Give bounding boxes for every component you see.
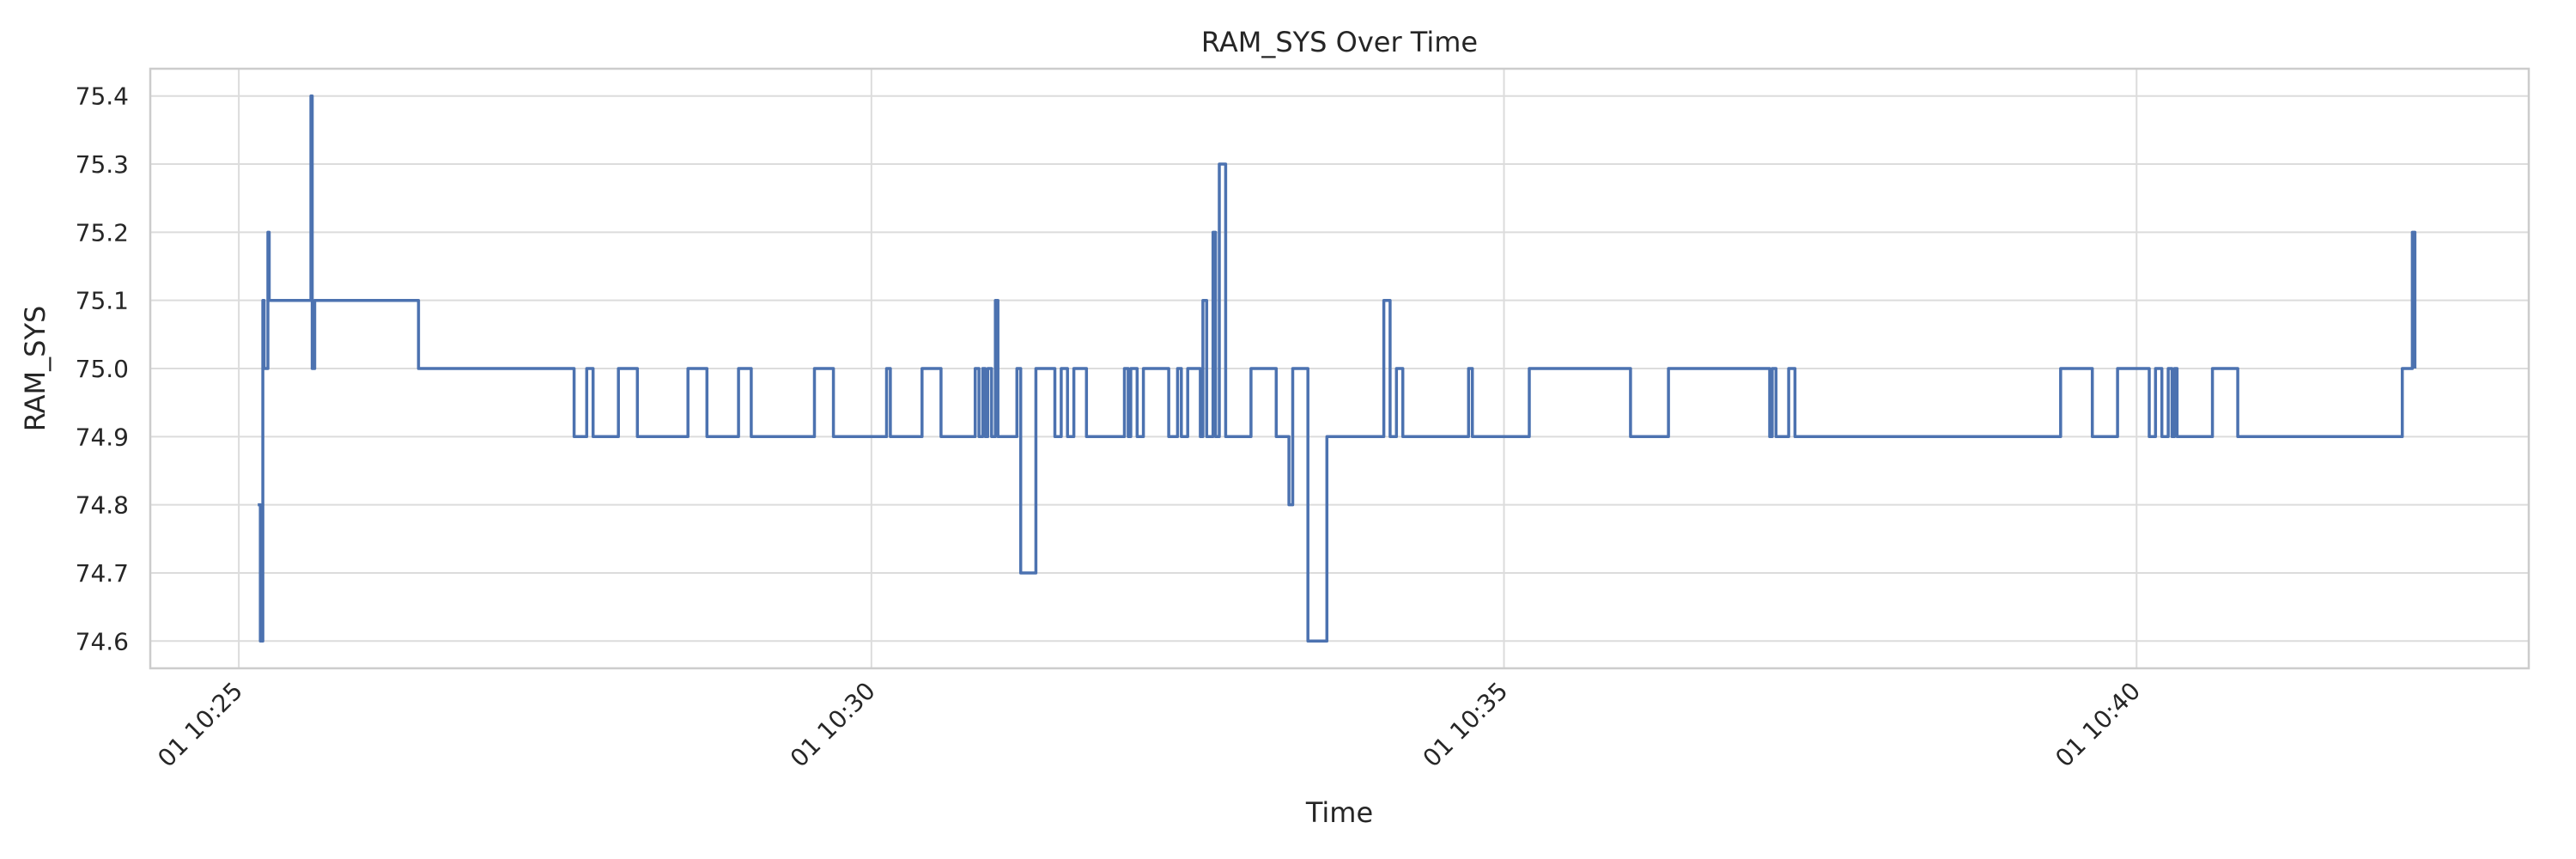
x-tick-label: 01 10:25 (152, 677, 248, 773)
y-tick-label: 74.7 (76, 559, 129, 588)
y-tick-label: 74.8 (76, 491, 129, 520)
y-tick-label: 75.1 (76, 287, 129, 315)
x-tick-label: 01 10:35 (1418, 677, 1514, 773)
y-tick-label: 75.4 (76, 82, 129, 111)
x-tick-label: 01 10:40 (2050, 677, 2146, 773)
chart-title: RAM_SYS Over Time (1201, 26, 1478, 58)
x-axis-label: Time (1305, 796, 1373, 829)
series-line-0 (258, 94, 2417, 643)
y-axis-label: RAM_SYS (19, 306, 52, 432)
x-tick-label: 01 10:30 (785, 677, 881, 773)
y-tick-label: 75.0 (76, 355, 129, 383)
y-tick-label: 75.2 (76, 218, 129, 247)
series-layer (258, 94, 2417, 643)
y-tick-label: 75.3 (76, 150, 129, 179)
plot-frame (149, 67, 2530, 670)
x-tick-labels: 01 10:25 01 10:30 01 10:35 01 10:40 (152, 677, 2146, 773)
y-tick-label: 74.6 (76, 627, 129, 655)
y-tick-labels: 74.6 74.7 74.8 74.9 75.0 75.1 75.2 75.3 75.4 (76, 82, 129, 656)
y-tick-label: 74.9 (76, 423, 129, 451)
